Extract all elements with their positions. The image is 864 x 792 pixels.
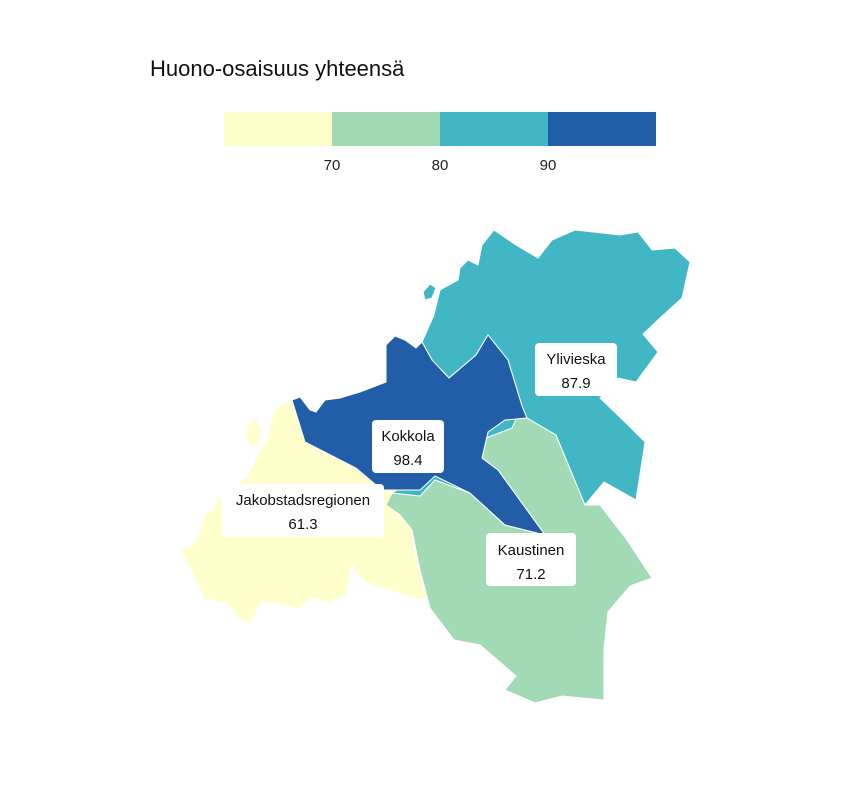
label-value-ylivieska: 87.9 [561,375,590,392]
legend-swatch-3 [440,112,548,146]
legend-tick-80: 80 [432,157,449,174]
label-box-kaustinen [486,533,576,586]
legend-swatch-4 [548,112,656,146]
label-name-jakobstadsregionen: Jakobstadsregionen [236,492,370,509]
label-value-jakobstadsregionen: 61.3 [288,516,317,533]
label-kokkola: Kokkola 98.4 [372,420,444,473]
legend-swatch-1 [224,112,332,146]
legend-swatch-2 [332,112,440,146]
label-value-kokkola: 98.4 [393,452,422,469]
map-title: Huono-osaisuus yhteensä [150,56,405,81]
label-value-kaustinen: 71.2 [516,566,545,583]
legend: 70 80 90 [224,112,656,174]
legend-tick-90: 90 [540,157,557,174]
label-box-ylivieska [535,343,617,396]
legend-tick-70: 70 [324,157,341,174]
label-name-kokkola: Kokkola [381,428,435,445]
label-ylivieska: Ylivieska 87.9 [535,343,617,396]
label-kaustinen: Kaustinen 71.2 [486,533,576,586]
region-labels: Ylivieska 87.9 Kokkola 98.4 Jakobstadsre… [222,343,617,586]
label-name-kaustinen: Kaustinen [498,542,565,559]
label-jakobstadsregionen: Jakobstadsregionen 61.3 [222,484,384,537]
label-box-jakobstadsregionen [222,484,384,537]
label-box-kokkola [372,420,444,473]
label-name-ylivieska: Ylivieska [546,351,606,368]
